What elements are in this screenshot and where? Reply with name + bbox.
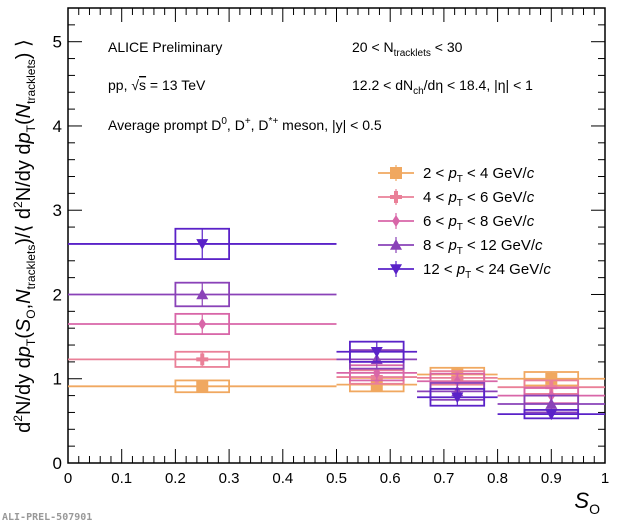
data-point: [545, 372, 558, 385]
y-axis-label: d2N/dy dpT(SO,Ntracklets)/⟨ d2N/dy dpT(N…: [11, 39, 38, 433]
watermark: ALI-PREL-507901: [2, 512, 92, 523]
data-point: [545, 398, 558, 409]
legend-marker: [390, 191, 402, 203]
y-tick-label: 4: [53, 117, 62, 136]
legend-marker: [390, 264, 402, 275]
plot-frame: 0 0.1 0.2 0.3 0.4 0.5 0.6 0.7 0.8 0.9 1 0 1 2 3 4 5: [53, 7, 609, 487]
x-tick-label: 0.3: [219, 470, 240, 487]
legend: 2 < pT < 4 GeV/c 4 < pT < 6 GeV/c 6 < pT <…: [378, 165, 551, 281]
data-point: [196, 380, 209, 393]
x-tick-label: 0.4: [272, 470, 293, 487]
data-point: [545, 409, 558, 421]
legend-label: 8 < pT < 12 GeV/c: [423, 237, 543, 257]
data-point: [196, 239, 209, 250]
y-tick-label: 2: [53, 285, 62, 304]
x-tick-label: 0.5: [326, 470, 347, 487]
data-layer: [68, 227, 605, 421]
x-tick-label: 0.9: [541, 470, 562, 487]
legend-marker: [392, 215, 400, 227]
x-tick-label: 1: [601, 470, 609, 487]
experiment-label: ALICE Preliminary: [108, 39, 222, 55]
data-point: [370, 346, 383, 358]
x-tick-label: 0.6: [380, 470, 401, 487]
legend-label: 12 < pT < 24 GeV/c: [423, 261, 551, 281]
system-label: pp, √s = 13 TeV: [108, 77, 206, 93]
data-point: [198, 317, 207, 330]
y-tick-label: 5: [53, 33, 62, 52]
particles-label: Average prompt D0, D+, D*+ meson, |y| < …: [108, 116, 382, 133]
legend-marker: [390, 239, 402, 250]
annotations: ALICE Preliminary pp, √s = 13 TeV Averag…: [108, 39, 533, 133]
x-tick-label: 0.1: [111, 470, 132, 487]
data-point: [372, 366, 381, 379]
ntracklets-label: 20 < Ntracklets < 30: [352, 39, 463, 59]
legend-label: 6 < pT < 8 GeV/c: [423, 213, 535, 233]
legend-label: 2 < pT < 4 GeV/c: [423, 165, 535, 185]
legend-label: 4 < pT < 6 GeV/c: [423, 189, 535, 209]
data-point: [453, 375, 462, 388]
y-tick-label: 3: [53, 201, 62, 220]
data-point: [451, 392, 464, 404]
series-5: [68, 227, 605, 421]
legend-entry: 2 < pT < 4 GeV/c: [378, 165, 535, 185]
x-tick-label: 0.2: [165, 470, 186, 487]
x-tick-label: 0.7: [433, 470, 454, 487]
y-tick-label: 1: [53, 370, 62, 389]
x-tick-label: 0.8: [487, 470, 508, 487]
legend-marker: [390, 167, 402, 179]
legend-entry: 8 < pT < 12 GeV/c: [378, 237, 543, 257]
legend-entry: 6 < pT < 8 GeV/c: [378, 213, 535, 233]
data-point: [196, 288, 209, 300]
x-tick-label: 0: [64, 470, 72, 487]
x-axis-label: SO: [574, 488, 600, 517]
legend-entry: 4 < pT < 6 GeV/c: [378, 189, 535, 209]
nch-label: 12.2 < dNch/dη < 18.4, |η| < 1: [352, 77, 533, 97]
data-point: [196, 353, 209, 366]
y-tick-label: 0: [53, 454, 62, 473]
legend-entry: 12 < pT < 24 GeV/c: [378, 261, 551, 281]
